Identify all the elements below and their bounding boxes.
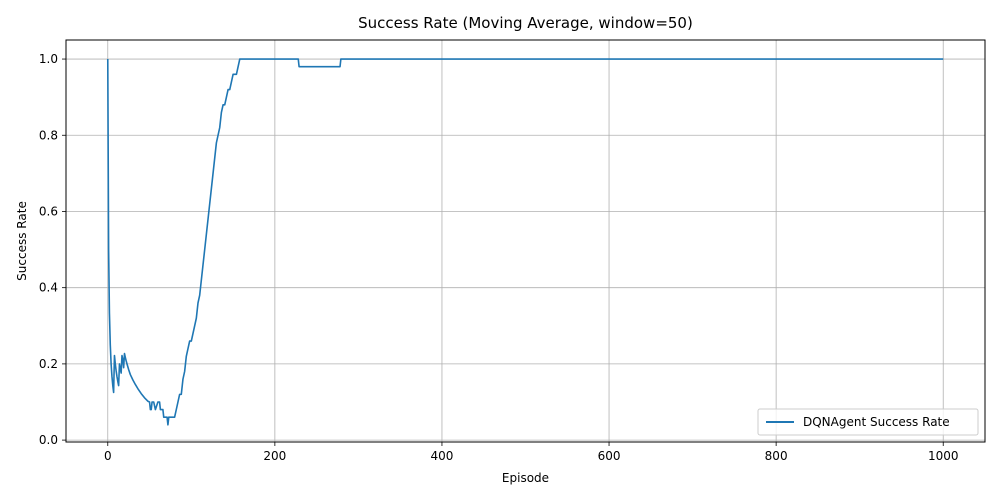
y-tick-label: 0.6 xyxy=(39,204,58,218)
y-tick-label: 0.0 xyxy=(39,433,58,447)
grid-lines xyxy=(66,40,985,442)
x-tick-label: 200 xyxy=(263,449,286,463)
x-axis-title: Episode xyxy=(502,471,549,485)
y-tick-label: 1.0 xyxy=(39,52,58,66)
legend: DQNAgent Success Rate xyxy=(757,408,979,436)
chart-title: Success Rate (Moving Average, window=50) xyxy=(358,14,693,32)
x-tick-label: 800 xyxy=(765,449,788,463)
y-tick-label: 0.8 xyxy=(39,128,58,142)
series-line-0 xyxy=(106,58,944,426)
y-tick-label: 0.2 xyxy=(39,357,58,371)
series-layer xyxy=(106,58,944,426)
x-tick-label: 0 xyxy=(104,449,112,463)
y-axis-ticks: 0.0 0.2 0.4 0.6 0.8 1.0 xyxy=(39,52,66,447)
legend-label: DQNAgent Success Rate xyxy=(803,415,950,429)
x-tick-label: 1000 xyxy=(928,449,959,463)
plot-frame xyxy=(65,39,986,443)
x-axis-ticks: 0 200 400 600 800 1000 xyxy=(104,442,959,463)
legend-box xyxy=(757,408,979,436)
x-tick-label: 600 xyxy=(598,449,621,463)
y-axis-title: Success Rate xyxy=(15,201,29,281)
y-tick-label: 0.4 xyxy=(39,281,58,295)
x-tick-label: 400 xyxy=(431,449,454,463)
